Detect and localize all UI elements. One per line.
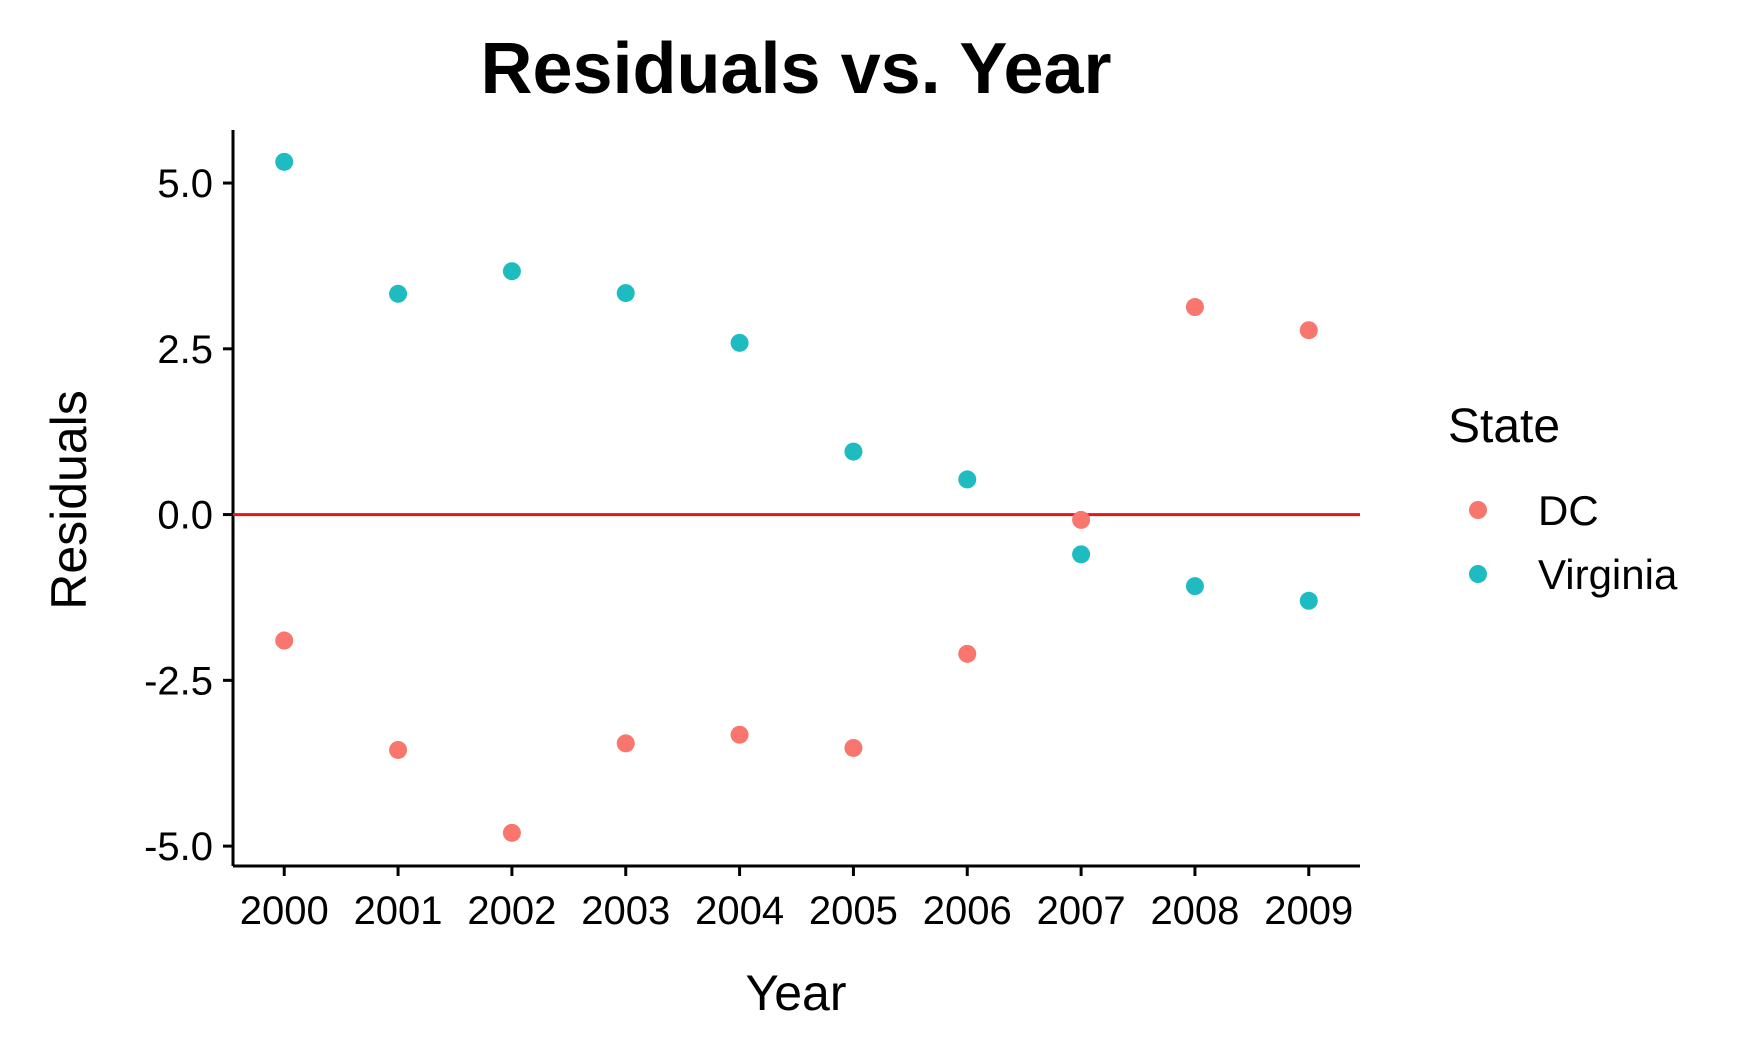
y-tick-label: 0.0: [157, 494, 213, 538]
data-point-dc: [275, 631, 294, 650]
y-tick-label: -5.0: [144, 825, 213, 869]
data-point-dc: [1072, 510, 1091, 529]
y-tick-label: 5.0: [157, 162, 213, 206]
x-tick-label: 2001: [354, 889, 443, 933]
y-tick-label: 2.5: [157, 328, 213, 372]
x-tick-label: 2004: [695, 889, 784, 933]
x-tick-label: 2009: [1264, 889, 1353, 933]
x-tick-label: 2003: [581, 889, 670, 933]
legend-label-dc: DC: [1538, 487, 1599, 534]
data-point-dc: [958, 644, 977, 663]
legend: State DC Virginia: [1448, 400, 1678, 598]
y-tick-label: -2.5: [144, 659, 213, 703]
legend-label-virginia: Virginia: [1538, 551, 1678, 598]
x-tick-label: 2000: [240, 889, 329, 933]
data-point-virginia: [389, 284, 408, 303]
x-tick-label: 2006: [923, 889, 1012, 933]
data-point-virginia: [1299, 591, 1318, 610]
data-point-virginia: [730, 333, 749, 352]
x-tick-label: 2008: [1150, 889, 1239, 933]
data-point-dc: [844, 738, 863, 757]
data-point-dc: [502, 823, 521, 842]
data-point-virginia: [502, 262, 521, 281]
data-point-dc: [730, 725, 749, 744]
x-tick-label: 2005: [809, 889, 898, 933]
data-point-virginia: [275, 152, 294, 171]
y-axis-title: Residuals: [41, 390, 97, 610]
x-tick-label: 2007: [1037, 889, 1126, 933]
data-point-virginia: [1185, 577, 1204, 596]
x-axis-title: Year: [745, 965, 846, 1021]
legend-title: State: [1448, 400, 1560, 453]
data-point-virginia: [616, 284, 635, 303]
data-point-dc: [1299, 321, 1318, 340]
data-point-dc: [1185, 298, 1204, 317]
legend-key-dc: [1469, 501, 1487, 519]
data-point-dc: [616, 734, 635, 753]
plot-area: 5.0 2.5 0.0 -2.5 -5.0 2000 2001 2002 2003 2004 200…: [144, 130, 1360, 933]
legend-key-virginia: [1469, 565, 1487, 583]
data-point-virginia: [1072, 545, 1091, 564]
data-point-dc: [389, 740, 408, 759]
chart-title: Residuals vs. Year: [480, 29, 1111, 109]
x-tick-label: 2002: [467, 889, 556, 933]
data-point-virginia: [958, 470, 977, 489]
data-point-virginia: [844, 442, 863, 461]
